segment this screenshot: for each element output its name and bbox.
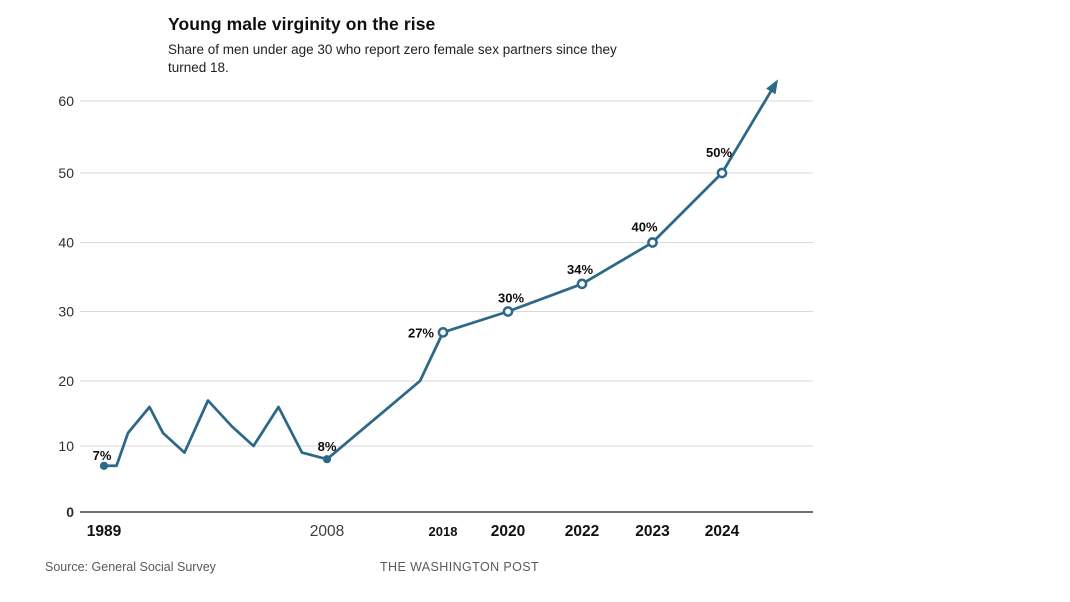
trend-line [102,83,777,468]
y-tick-label: 10 [58,438,74,454]
data-point-label: 34% [567,262,593,277]
data-point-marker [99,461,109,470]
data-point-marker [647,237,658,248]
data-point-label: 40% [631,220,657,235]
y-tick-label: 50 [58,165,74,181]
chart-subtitle: Share of men under age 30 who report zer… [168,42,617,76]
x-tick-label: 2022 [565,523,599,540]
data-point-label: 30% [498,291,524,306]
data-point-label: 7% [93,448,112,463]
x-tick-label: 2008 [310,523,344,540]
data-point-marker [502,306,514,317]
y-tick-label: 0 [66,504,74,520]
data-point-marker [716,167,728,179]
x-tick-label: 1989 [87,523,122,540]
data-point-label: 27% [408,325,434,340]
x-tick-label: 2023 [635,523,670,540]
y-tick-label: 30 [58,304,74,320]
x-tick-label: 2020 [491,523,525,540]
x-tick-label: 2024 [705,523,740,540]
y-tick-label: 60 [58,93,74,109]
y-tick-label: 40 [58,235,74,251]
data-point-marker [437,327,449,338]
data-point-label: 50% [706,145,732,160]
chart-title: Young male virginity on the rise [168,14,436,34]
y-tick-label: 20 [58,373,74,389]
data-point-label: 8% [318,439,337,454]
x-tick-label: 2018 [429,524,458,539]
source-note: Source: General Social Survey [45,560,216,574]
chart-header: Young male virginity on the rise Share o… [168,14,638,77]
trend-arrowhead-icon [766,79,778,95]
chart-footer: Source: General Social Survey THE WASHIN… [0,560,1070,580]
data-point-marker [322,455,332,464]
publisher-credit: THE WASHINGTON POST [380,560,539,574]
data-point-marker [576,278,588,290]
